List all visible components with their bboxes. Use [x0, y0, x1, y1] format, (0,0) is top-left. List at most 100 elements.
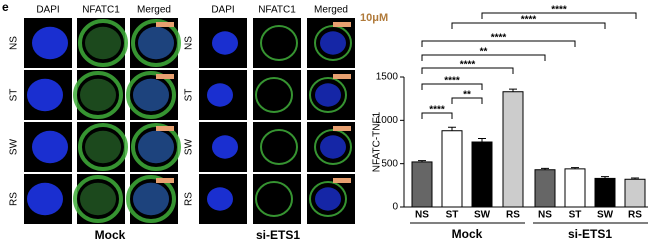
significance-label: ****	[444, 76, 460, 87]
significance-label: ****	[491, 33, 507, 44]
scale-bar	[333, 74, 351, 79]
nfatc1-signal	[255, 181, 293, 217]
significance-bracket	[421, 54, 546, 61]
bar	[502, 91, 524, 208]
significance-bracket	[421, 40, 576, 47]
significance-label: ****	[521, 15, 537, 26]
y-tick-label: 1500	[376, 72, 399, 83]
bar	[594, 177, 616, 208]
row-label: SW	[9, 138, 20, 155]
x-tick-label: ST	[569, 210, 582, 221]
significance-bracket	[451, 22, 606, 29]
bar	[534, 169, 556, 208]
nfatc1-signal	[260, 129, 298, 165]
nfatc1-signal	[260, 25, 298, 61]
group-label: Mock	[452, 227, 483, 241]
nucleus	[133, 182, 169, 216]
nfatc1-signal	[80, 182, 116, 216]
nucleus	[207, 83, 233, 107]
nfatc1-signal	[73, 71, 123, 119]
nfatc1-signal	[131, 123, 181, 171]
significance-bracket	[481, 12, 637, 19]
nfatc1-signal	[78, 19, 128, 67]
group-label: si-ETS1	[568, 227, 612, 241]
nfatc1-signal	[133, 182, 169, 216]
bar	[624, 178, 646, 208]
error-bar	[448, 126, 456, 131]
group-label: Mock	[95, 228, 126, 242]
column-header: DAPI	[211, 5, 234, 16]
significance-label: ****	[551, 5, 567, 16]
row-label: RS	[9, 192, 20, 206]
x-tick-label: ST	[446, 210, 459, 221]
scale-bar	[156, 126, 174, 131]
x-tick-label: RS	[628, 210, 642, 221]
nucleus	[138, 130, 174, 164]
nfatc1-signal	[309, 77, 347, 113]
significance-label: ****	[429, 105, 445, 116]
panel-label: e	[2, 0, 9, 14]
x-tick-label: NS	[415, 210, 429, 221]
nucleus	[207, 187, 233, 211]
nfatc1-signal	[85, 26, 121, 60]
bar	[441, 130, 463, 208]
bar	[564, 168, 586, 208]
scale-label: 10μM	[360, 12, 388, 24]
row-label: NS	[184, 36, 195, 50]
error-bar	[631, 177, 639, 180]
x-tick-label: SW	[597, 210, 614, 221]
column-header: DAPI	[36, 5, 59, 16]
nfatc1-signal	[133, 78, 169, 112]
nucleus	[212, 135, 238, 159]
significance-label: **	[480, 47, 488, 58]
nucleus	[32, 26, 68, 60]
row-label: NS	[9, 36, 20, 50]
column-header: Merged	[314, 5, 348, 16]
nfatc1-signal	[138, 130, 174, 164]
x-tick-label: SW	[474, 210, 491, 221]
error-bar	[541, 167, 549, 170]
nucleus	[315, 187, 341, 211]
significance-bracket	[421, 67, 514, 74]
nucleus	[27, 182, 63, 216]
significance-label: ****	[460, 60, 476, 71]
y-tick-label: 1000	[376, 115, 399, 126]
y-axis-label: NFATC-TNF1	[372, 111, 383, 172]
nucleus	[315, 83, 341, 107]
nfatc1-signal	[80, 78, 116, 112]
nucleus	[138, 26, 174, 60]
scale-bar	[333, 22, 351, 27]
nfatc1-signal	[78, 123, 128, 171]
x-tick-label: NS	[538, 210, 552, 221]
group-label: si-ETS1	[256, 228, 300, 242]
column-header: NFATC1	[258, 5, 296, 16]
nfatc1-signal	[131, 19, 181, 67]
scale-bar	[156, 22, 174, 27]
nfatc1-signal	[309, 181, 347, 217]
nfatc1-signal	[126, 175, 176, 223]
nfatc1-signal	[126, 71, 176, 119]
nucleus	[32, 130, 68, 164]
nfatc1-signal	[73, 175, 123, 223]
error-bar	[509, 88, 517, 92]
nfatc1-signal	[138, 26, 174, 60]
significance-bracket	[451, 97, 483, 104]
row-label: RS	[184, 192, 195, 206]
row-label: SW	[184, 138, 195, 155]
column-header: Merged	[137, 5, 171, 16]
error-bar	[571, 167, 579, 169]
scale-bar	[156, 178, 174, 183]
error-bar	[418, 160, 426, 162]
scale-bar	[156, 74, 174, 79]
significance-bracket	[421, 83, 483, 90]
row-label: ST	[184, 89, 195, 102]
y-tick-label: 0	[392, 202, 398, 213]
nucleus	[320, 135, 346, 159]
x-tick-label: RS	[506, 210, 520, 221]
row-label: ST	[9, 89, 20, 102]
nfatc1-signal	[85, 130, 121, 164]
scale-bar	[333, 178, 351, 183]
bar	[411, 161, 433, 208]
y-tick-label: 500	[381, 158, 398, 169]
